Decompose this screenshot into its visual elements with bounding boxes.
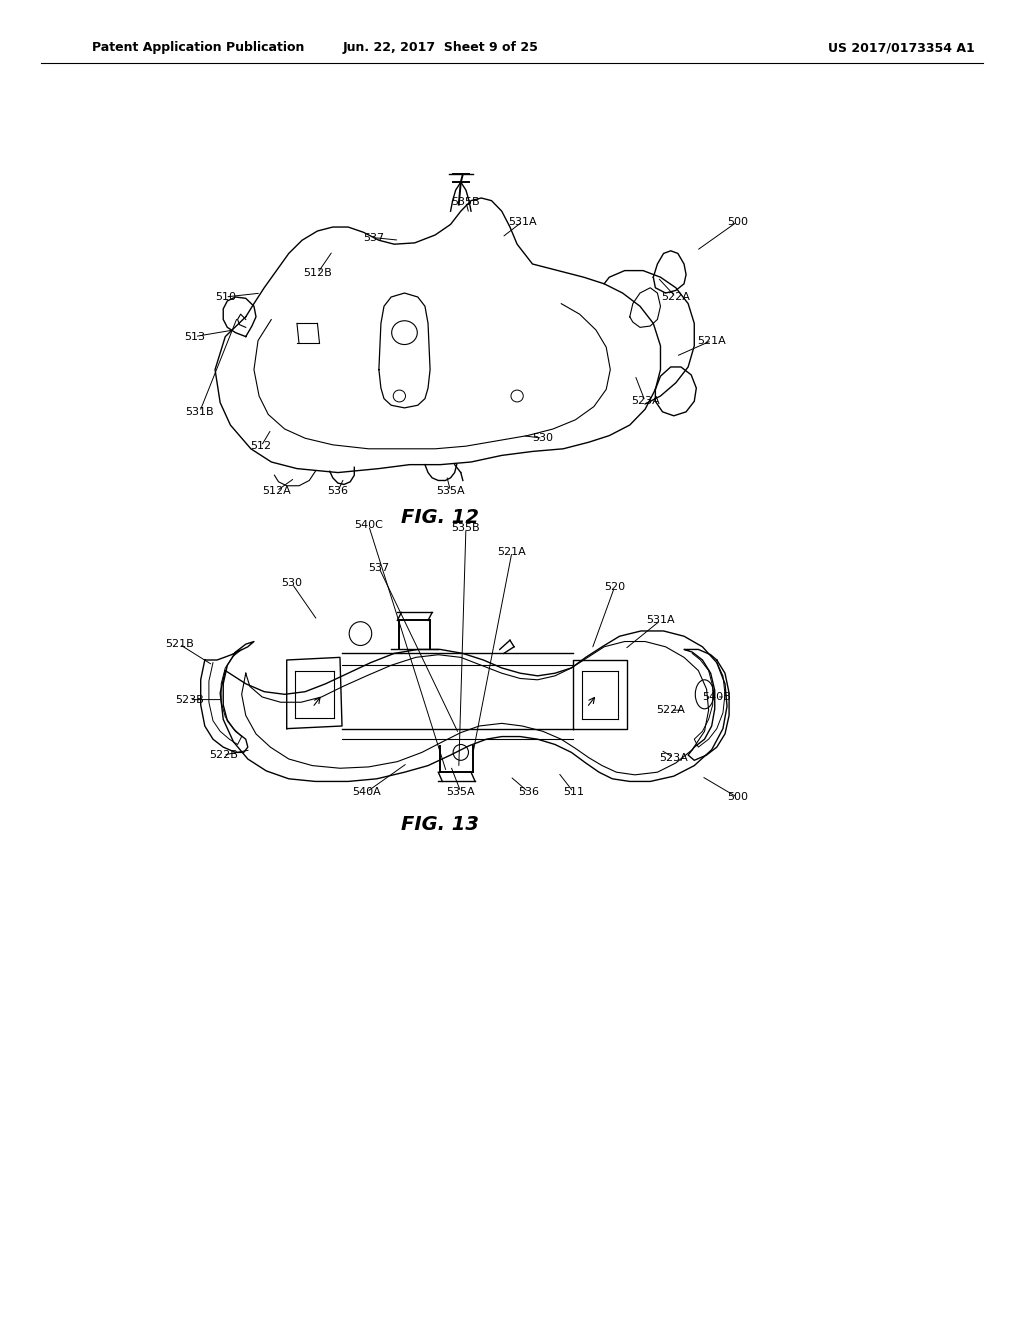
Text: Patent Application Publication: Patent Application Publication: [92, 41, 304, 54]
Text: US 2017/0173354 A1: US 2017/0173354 A1: [827, 41, 975, 54]
Text: FIG. 12: FIG. 12: [401, 508, 479, 527]
Text: 522B: 522B: [209, 750, 238, 760]
Text: 540A: 540A: [352, 787, 381, 797]
Text: 522A: 522A: [662, 292, 690, 302]
Text: 530: 530: [282, 578, 302, 589]
Text: 500: 500: [727, 216, 748, 227]
Text: 530: 530: [532, 433, 553, 444]
Text: 512: 512: [251, 441, 271, 451]
Text: 531A: 531A: [646, 615, 675, 626]
Text: 540C: 540C: [354, 520, 383, 531]
Text: 535B: 535B: [452, 523, 480, 533]
Text: 500: 500: [727, 792, 748, 803]
Text: 531B: 531B: [185, 407, 214, 417]
Text: 513: 513: [184, 331, 205, 342]
Text: 511: 511: [563, 787, 584, 797]
Text: 535A: 535A: [446, 787, 475, 797]
Text: 537: 537: [369, 562, 389, 573]
Text: 523B: 523B: [175, 694, 204, 705]
Text: FIG. 13: FIG. 13: [401, 816, 479, 834]
Text: Jun. 22, 2017  Sheet 9 of 25: Jun. 22, 2017 Sheet 9 of 25: [342, 41, 539, 54]
Text: 536: 536: [328, 486, 348, 496]
Text: 535B: 535B: [452, 197, 480, 207]
Text: 512B: 512B: [303, 268, 332, 279]
Text: 523A: 523A: [659, 752, 688, 763]
Text: 522A: 522A: [656, 705, 685, 715]
Text: 510: 510: [215, 292, 236, 302]
Text: 512A: 512A: [262, 486, 291, 496]
Text: 523A: 523A: [631, 396, 659, 407]
Text: 535A: 535A: [436, 486, 465, 496]
Text: 540B: 540B: [702, 692, 731, 702]
Text: 520: 520: [604, 582, 625, 593]
Text: 531A: 531A: [508, 216, 537, 227]
Text: 537: 537: [364, 232, 384, 243]
Text: 521A: 521A: [697, 335, 726, 346]
Text: 521B: 521B: [165, 639, 194, 649]
Text: 521A: 521A: [498, 546, 526, 557]
Text: 536: 536: [518, 787, 539, 797]
